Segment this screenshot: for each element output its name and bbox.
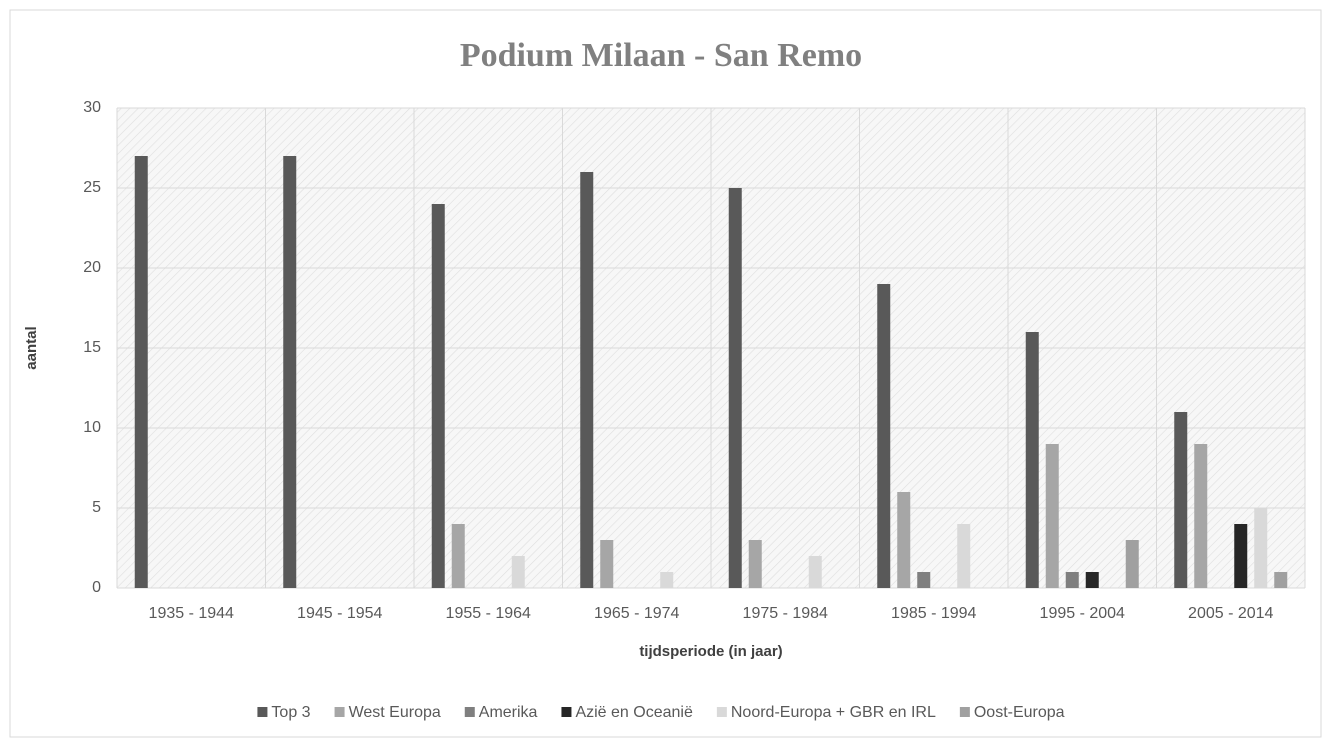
- x-tick-label: 1945 - 1954: [297, 605, 383, 622]
- y-tick-label: 10: [83, 419, 101, 436]
- x-tick-label: 1985 - 1994: [891, 605, 977, 622]
- bar: [580, 172, 594, 588]
- legend-label: Top 3: [271, 704, 310, 721]
- bar: [877, 284, 891, 588]
- y-tick-label: 15: [83, 339, 101, 356]
- bar: [451, 524, 465, 588]
- x-tick-label: 2005 - 2014: [1188, 605, 1274, 622]
- bar: [283, 156, 297, 588]
- legend-swatch: [257, 707, 268, 717]
- bar: [728, 188, 742, 588]
- bar: [748, 540, 762, 588]
- legend-label: West Europa: [349, 704, 441, 721]
- legend-label: Noord-Europa + GBR en IRL: [731, 704, 936, 721]
- legend-label: Amerika: [479, 704, 538, 721]
- bar: [957, 524, 971, 588]
- bar: [1065, 572, 1079, 588]
- bar: [431, 204, 445, 588]
- bar: [808, 556, 822, 588]
- x-tick-label: 1975 - 1984: [743, 605, 829, 622]
- y-tick-label: 30: [83, 99, 101, 116]
- x-tick-label: 1995 - 2004: [1040, 605, 1126, 622]
- x-tick-label: 1965 - 1974: [594, 605, 680, 622]
- bar: [1125, 540, 1139, 588]
- legend-swatch: [561, 707, 572, 717]
- y-tick-label: 20: [83, 259, 101, 276]
- y-axis-title: aantal: [23, 326, 40, 369]
- x-tick-label: 1935 - 1944: [149, 605, 235, 622]
- legend-swatch: [959, 707, 970, 717]
- y-tick-label: 25: [83, 179, 101, 196]
- legend-swatch: [716, 707, 727, 717]
- bar: [1254, 508, 1268, 588]
- bar: [1194, 444, 1208, 588]
- bar: [1085, 572, 1099, 588]
- bar: [1045, 444, 1059, 588]
- legend-label: Oost-Europa: [974, 704, 1065, 721]
- legend-swatch: [464, 707, 475, 717]
- bar: [134, 156, 148, 588]
- bar: [511, 556, 525, 588]
- bar: [1234, 524, 1248, 588]
- bar: [1174, 412, 1188, 588]
- x-tick-label: 1955 - 1964: [446, 605, 532, 622]
- chart-title: Podium Milaan - San Remo: [460, 37, 862, 74]
- legend-swatch: [334, 707, 345, 717]
- y-tick-label: 0: [92, 579, 101, 596]
- bar: [1025, 332, 1039, 588]
- y-tick-label: 5: [92, 499, 101, 516]
- bar: [917, 572, 931, 588]
- bar: [1274, 572, 1288, 588]
- bar: [660, 572, 674, 588]
- legend-label: Azië en Oceanië: [575, 704, 693, 721]
- x-axis-title: tijdsperiode (in jaar): [639, 643, 782, 660]
- bar: [600, 540, 614, 588]
- bar: [897, 492, 911, 588]
